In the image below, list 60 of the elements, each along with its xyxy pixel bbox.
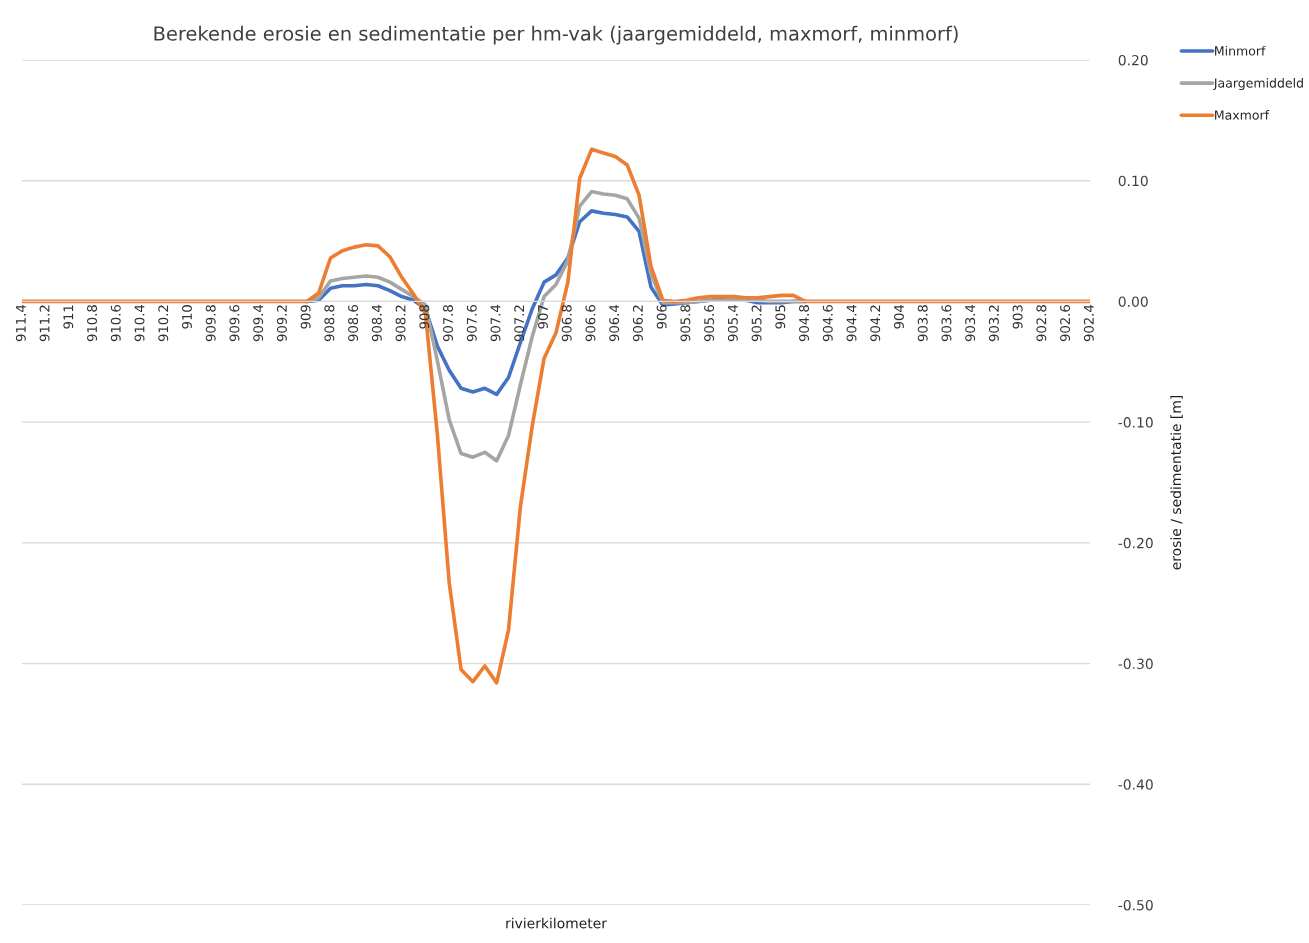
x-tick-label: 907 xyxy=(537,305,548,329)
x-tick-label: 908.8 xyxy=(324,305,335,342)
x-tick-label: 910.4 xyxy=(134,304,145,342)
x-tick-label: 905.6 xyxy=(704,305,715,342)
x-tick-label: 903.8 xyxy=(917,305,928,342)
x-tick-label: 902.8 xyxy=(1036,305,1047,342)
x-tick-label: 908.6 xyxy=(348,305,359,342)
x-tick-label: 908 xyxy=(419,305,430,329)
legend-label: Minmorf xyxy=(1215,45,1266,56)
x-tick-label: 905.8 xyxy=(680,305,691,342)
y-axis-title: erosie / sedimentatie [m] xyxy=(1170,395,1183,570)
x-tick-label: 910.6 xyxy=(110,305,121,342)
y-tick-label: 0.00 xyxy=(1118,296,1148,307)
x-tick-label: 903.6 xyxy=(941,305,952,342)
x-tick-label: 906.6 xyxy=(585,305,596,342)
x-tick-label: 909.2 xyxy=(276,305,287,342)
x-tick-label: 909.8 xyxy=(205,305,216,342)
x-tick-label: 905 xyxy=(775,305,786,329)
y-tick-label: -0.30 xyxy=(1118,658,1153,670)
x-tick-label: 906.8 xyxy=(561,305,572,342)
x-tick-label: 907.2 xyxy=(514,305,525,342)
y-tick-label: -0.20 xyxy=(1118,537,1153,549)
x-tick-label: 904.4 xyxy=(846,304,857,342)
y-tick-label: 0.20 xyxy=(1118,54,1148,66)
y-tick-label: -0.50 xyxy=(1118,899,1153,911)
x-tick-label: 909.6 xyxy=(229,305,240,342)
y-tick-label: -0.10 xyxy=(1118,417,1153,428)
x-tick-label: 907.4 xyxy=(490,304,501,342)
x-tick-label: 903.2 xyxy=(988,305,999,342)
x-tick-label: 907.8 xyxy=(443,305,454,342)
x-tick-label: 908.4 xyxy=(371,304,382,342)
y-tick-label: 0.10 xyxy=(1118,175,1148,187)
x-tick-label: 906.4 xyxy=(609,304,620,342)
x-tick-label: 911 xyxy=(63,305,74,329)
x-tick-label: 904.8 xyxy=(799,305,810,342)
x-tick-label: 904 xyxy=(893,304,904,329)
x-tick-label: 902.6 xyxy=(1060,305,1071,342)
x-tick-label: 905.4 xyxy=(727,304,738,342)
x-tick-label: 902.4 xyxy=(1083,304,1094,342)
x-tick-label: 906.2 xyxy=(632,305,643,342)
x-tick-label: 911.2 xyxy=(39,305,50,342)
x-tick-label: 911.4 xyxy=(15,304,26,342)
x-tick-label: 910.8 xyxy=(87,305,98,342)
y-tick-label: -0.40 xyxy=(1118,779,1153,790)
legend-label: Maxmorf xyxy=(1215,110,1270,120)
x-tick-label: 903 xyxy=(1012,305,1023,329)
x-axis-title: rivierkilometer xyxy=(506,917,607,929)
x-tick-label: 910 xyxy=(181,305,192,329)
x-tick-label: 907.6 xyxy=(466,305,477,342)
chart-title: Berekende erosie en sedimentatie per hm-vak (jaargemiddeld, maxmorf, minmorf) xyxy=(154,25,958,45)
x-tick-label: 905.2 xyxy=(751,305,762,342)
x-tick-label: 909.4 xyxy=(253,304,264,342)
legend-label: Jaargemiddeld xyxy=(1213,78,1303,91)
x-tick-label: 910.2 xyxy=(158,305,169,342)
x-tick-label: 904.6 xyxy=(822,305,833,342)
x-tick-label: 903.4 xyxy=(965,304,976,342)
x-tick-label: 906 xyxy=(656,305,667,329)
x-tick-label: 908.2 xyxy=(395,305,406,342)
x-tick-label: 904.2 xyxy=(870,305,881,342)
x-tick-label: 909 xyxy=(300,305,311,329)
